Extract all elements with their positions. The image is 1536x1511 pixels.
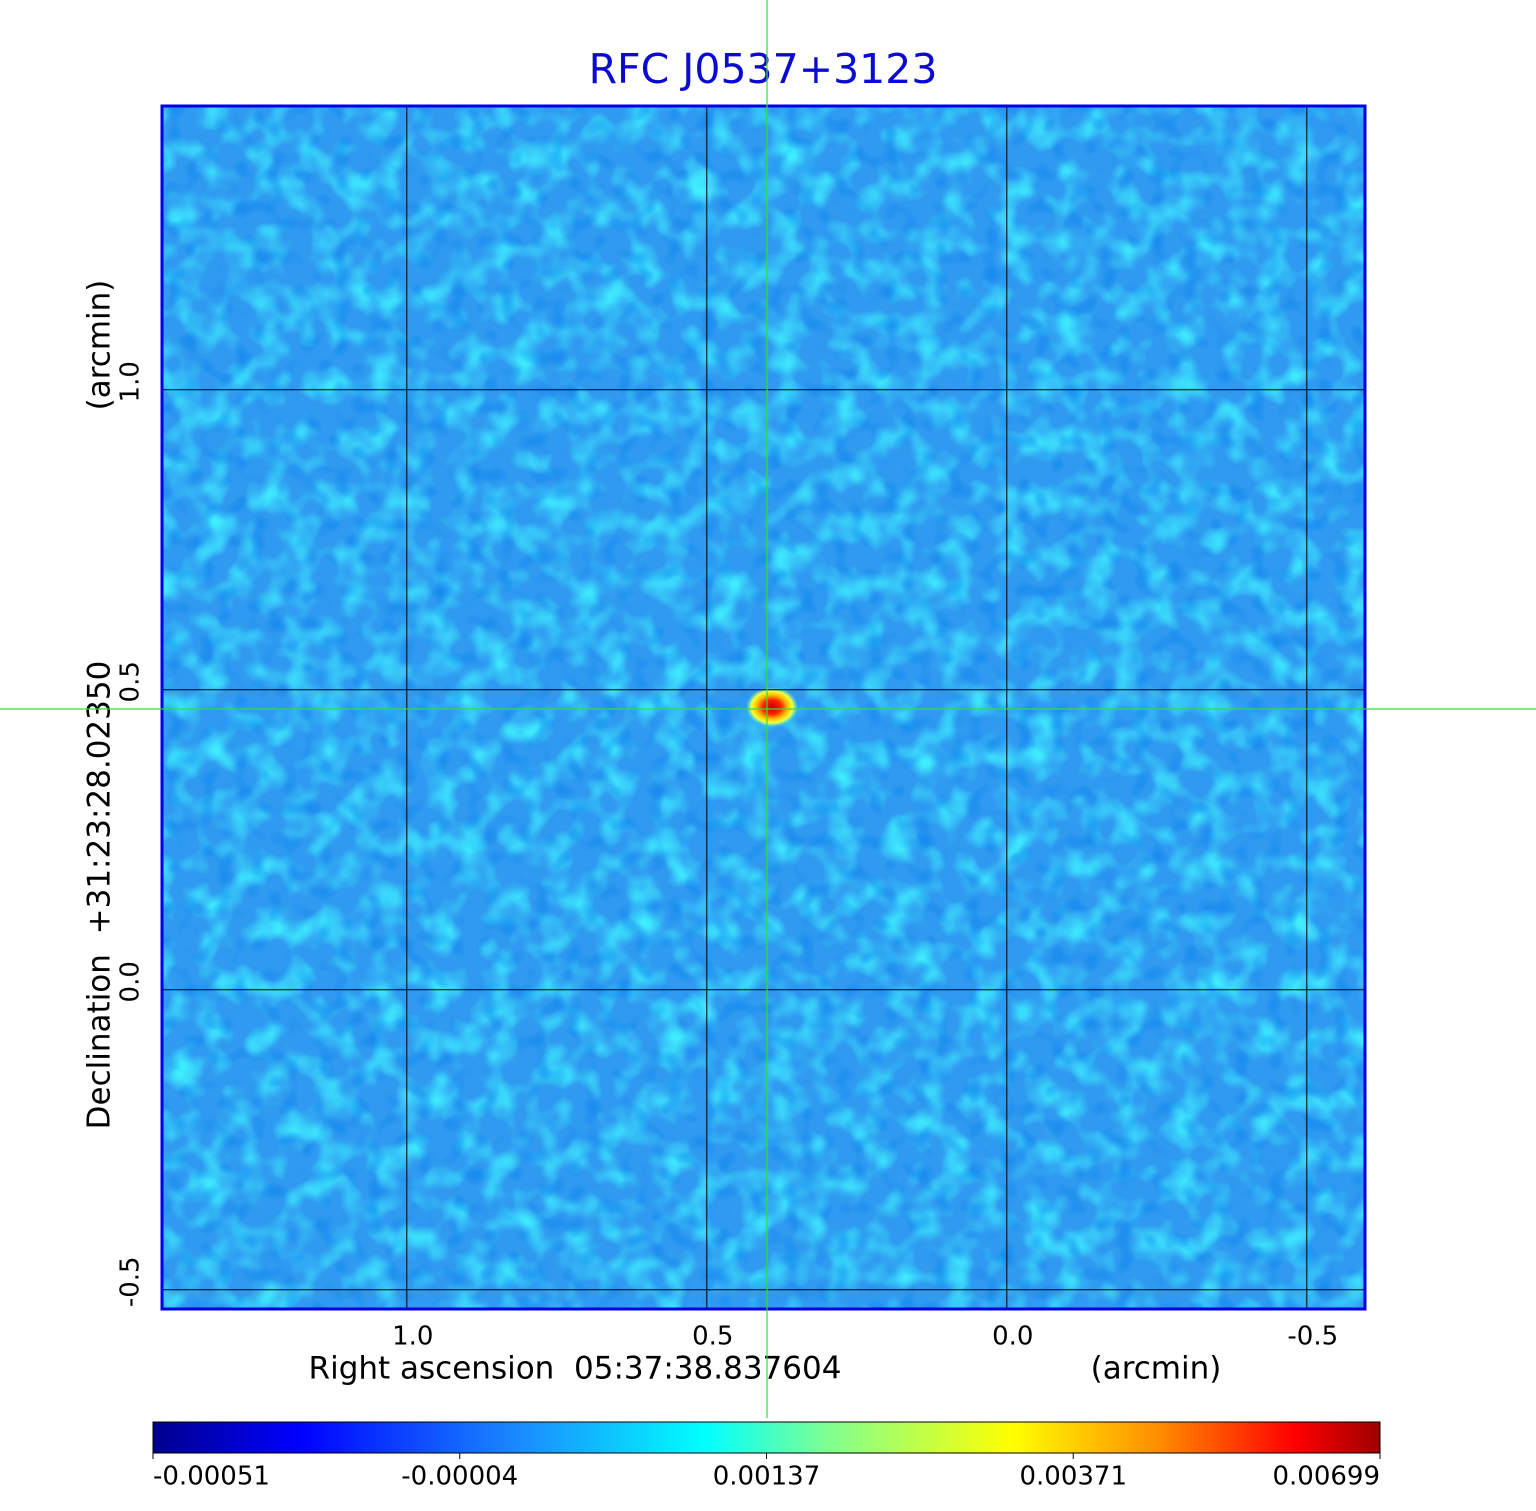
grid (162, 106, 1365, 1309)
x-tick-label: 1.0 (392, 1322, 433, 1352)
cursor (0, 0, 1536, 1418)
colorbar-tick-label: -0.00051 (153, 1462, 270, 1492)
source (746, 687, 798, 727)
y-tick-label: -0.5 (116, 1256, 146, 1307)
chart-title: RFC J0537+3123 (589, 45, 938, 93)
x-axis-label: Right ascension 05:37:38.837604 (309, 1351, 842, 1387)
colorbar-tick-label: 0.00137 (713, 1462, 821, 1492)
colorbar-tick-label: 0.00371 (1019, 1462, 1127, 1492)
y-tick-label: 0.5 (116, 661, 146, 702)
x-tick-label: 0.0 (992, 1322, 1033, 1352)
image (162, 106, 1365, 1309)
frame (160, 104, 1367, 1311)
y-axis-unit: (arcmin) (82, 280, 118, 411)
y-tick-label: 0.0 (116, 961, 146, 1002)
x-tick-label: 0.5 (692, 1322, 733, 1352)
y-tick-label: 1.0 (116, 361, 146, 402)
colorbar (152, 1421, 1381, 1454)
colorbar-tick-label: 0.00699 (1272, 1462, 1380, 1492)
y-axis-label: Declination +31:23:28.02350 (82, 661, 118, 1130)
x-axis-unit: (arcmin) (1091, 1351, 1222, 1387)
x-tick-label: -0.5 (1287, 1322, 1338, 1352)
colorbar-tick-label: -0.00004 (401, 1462, 518, 1492)
